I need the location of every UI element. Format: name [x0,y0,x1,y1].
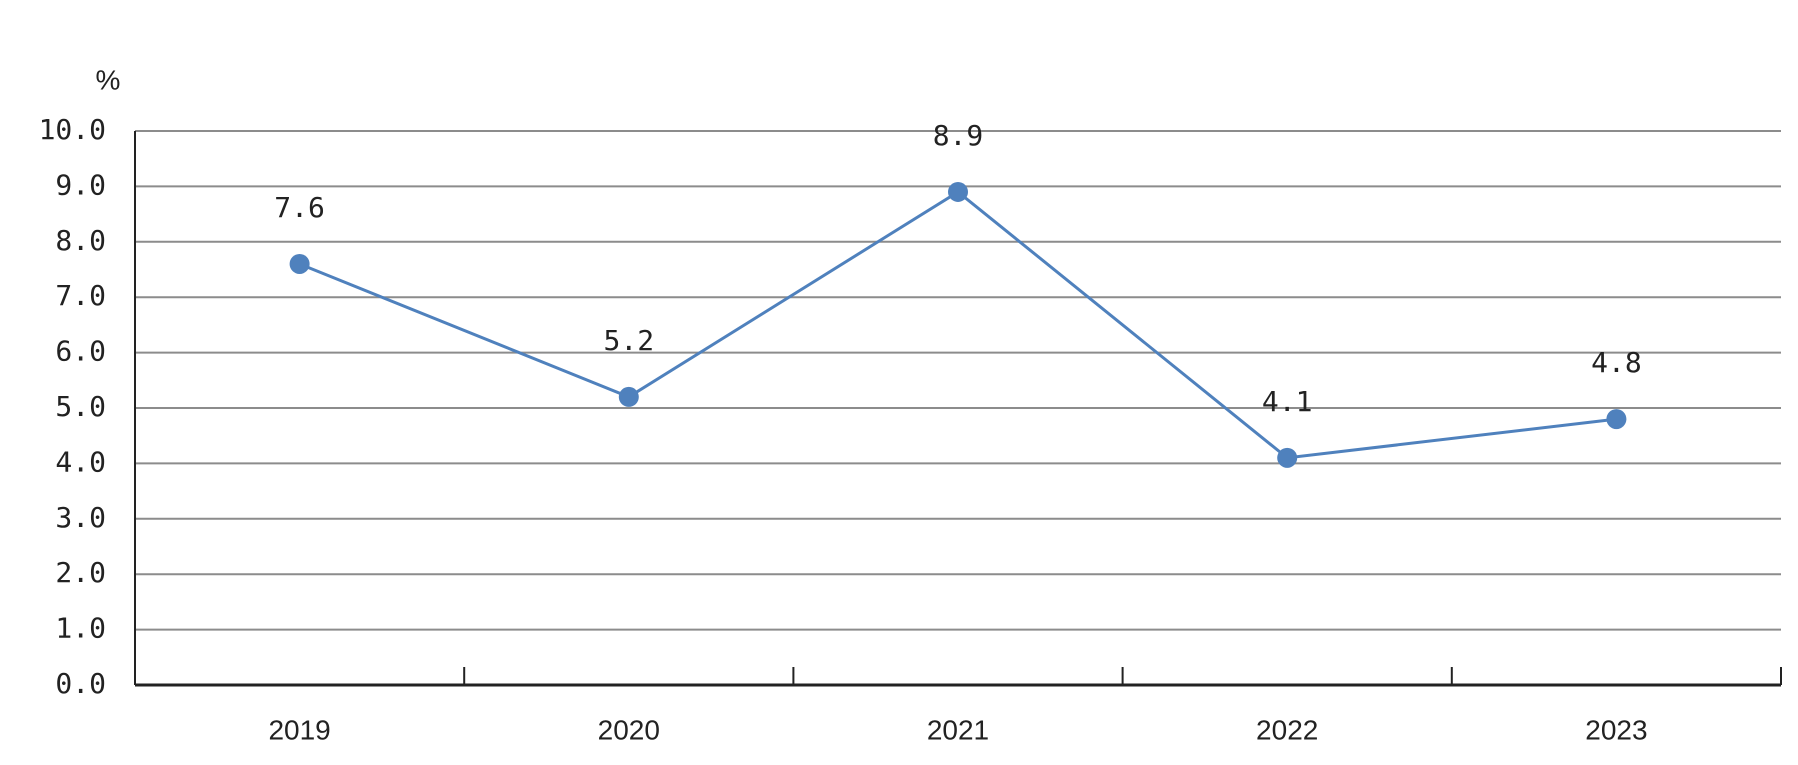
series-line [299,190,1617,460]
y-tick-label: 2.0 [55,556,106,589]
x-tick-label: 2020 [598,714,660,745]
point [948,181,968,202]
y-tick-label: 5.0 [55,390,106,423]
point [1606,409,1627,430]
y-tick-label: 6.0 [55,335,106,368]
data-label: 7.6 [274,191,325,224]
y-axis-label: % [96,64,121,95]
point [1277,447,1298,468]
data-label: 8.9 [933,119,984,152]
data-label: 4.8 [1591,346,1642,379]
point [618,386,639,407]
y-tick-label: 0.0 [55,667,106,700]
y-tick-label: 7.0 [55,279,106,312]
point [289,253,310,274]
y-tick-label: 3.0 [55,501,106,534]
y-tick-label: 1.0 [55,612,106,645]
y-tick-label: 8.0 [55,224,106,257]
y-tick-label: 4.0 [55,445,106,478]
y-tick-label: 10.0 [39,113,106,146]
data-label: 4.1 [1262,385,1313,418]
data-label: 5.2 [604,324,655,357]
y-tick-label: 9.0 [55,168,106,201]
x-tick-label: 2021 [927,714,989,745]
x-tick-label: 2019 [268,714,330,745]
x-tick-label: 2022 [1256,714,1318,745]
x-tick-label: 2023 [1585,714,1647,745]
